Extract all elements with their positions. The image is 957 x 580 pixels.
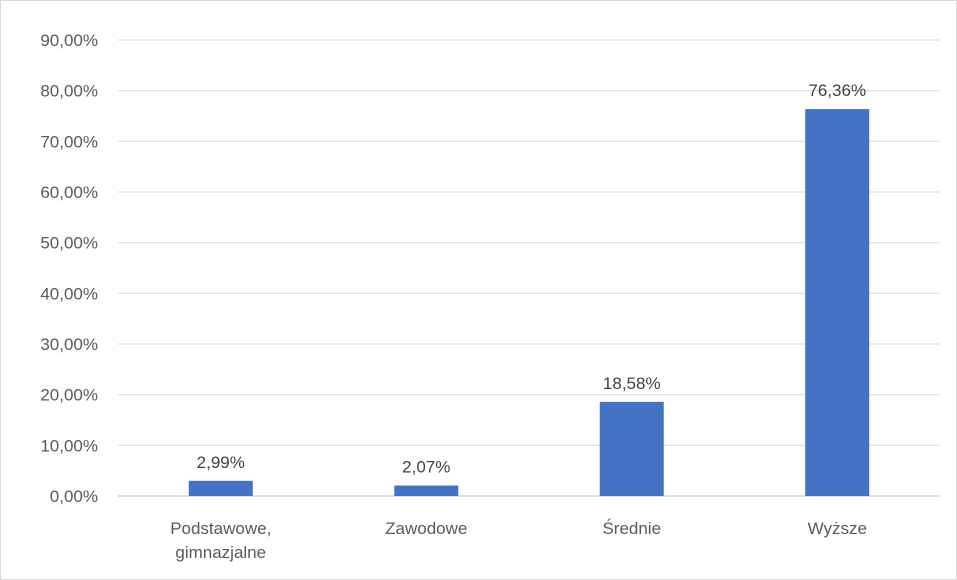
- y-tick-label: 80,00%: [40, 82, 98, 101]
- bar: [394, 485, 459, 496]
- x-category-label: Średnie: [602, 519, 661, 538]
- y-tick-label: 20,00%: [40, 386, 98, 405]
- data-label: 2,99%: [197, 453, 245, 472]
- y-tick-label: 0,00%: [50, 487, 98, 506]
- y-tick-label: 50,00%: [40, 234, 98, 253]
- y-tick-label: 60,00%: [40, 183, 98, 202]
- bar: [599, 401, 664, 496]
- data-label: 2,07%: [402, 458, 450, 477]
- y-tick-label: 40,00%: [40, 284, 98, 303]
- y-tick-label: 10,00%: [40, 436, 98, 455]
- y-tick-label: 90,00%: [40, 31, 98, 50]
- data-label: 76,36%: [808, 81, 866, 100]
- y-tick-label: 70,00%: [40, 132, 98, 151]
- x-category-label: Zawodowe: [385, 519, 467, 538]
- x-category-label: gimnazjalne: [175, 543, 266, 562]
- data-label: 18,58%: [603, 374, 661, 393]
- y-tick-label: 30,00%: [40, 335, 98, 354]
- x-category-label: Wyższe: [808, 519, 867, 538]
- bar: [188, 480, 253, 496]
- bar: [805, 109, 870, 496]
- x-category-label: Podstawowe,: [170, 519, 271, 538]
